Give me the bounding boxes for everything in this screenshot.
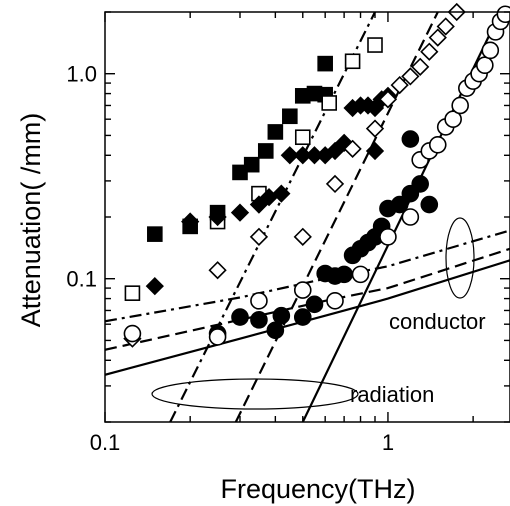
data-point — [476, 56, 494, 75]
data-point — [401, 67, 420, 86]
data-point — [390, 195, 409, 214]
data-point — [401, 208, 420, 226]
data-point — [428, 28, 447, 47]
x-tick-label: 1 — [382, 430, 394, 455]
data-point — [305, 295, 324, 314]
data-point — [249, 227, 269, 246]
data-point — [367, 37, 383, 53]
conductor-curve-dash-dot — [105, 229, 510, 323]
data-point — [280, 146, 299, 165]
data-point — [208, 207, 227, 227]
data-point — [272, 306, 291, 325]
data-point — [272, 184, 291, 203]
y-axis-label: Attenuation( /mm) — [16, 113, 46, 328]
data-point — [293, 281, 312, 299]
curves-layer — [105, 12, 510, 422]
data-point — [420, 42, 439, 61]
data-point — [231, 308, 249, 326]
data-point — [428, 136, 447, 154]
data-point — [496, 5, 510, 24]
data-point — [208, 328, 227, 346]
x-axis-label: Frequency(THz) — [220, 474, 415, 504]
data-point — [266, 321, 285, 340]
data-point — [335, 265, 353, 284]
data-point — [293, 227, 312, 246]
points-layer — [123, 2, 510, 348]
data-point — [326, 292, 344, 310]
conductor-group-ellipse — [445, 217, 475, 299]
data-point — [401, 130, 420, 148]
data-point — [325, 141, 345, 161]
data-point — [390, 75, 409, 95]
data-point — [250, 311, 268, 329]
plot-frame — [104, 11, 510, 423]
data-point — [411, 175, 429, 193]
data-point — [365, 141, 385, 161]
conductor-curve-solid — [105, 259, 510, 376]
radiation-annotation: radiation — [350, 382, 434, 407]
y-tick-label: 1.0 — [66, 62, 97, 87]
data-point — [282, 108, 298, 125]
data-point — [124, 285, 141, 301]
data-point — [243, 156, 260, 173]
data-point — [411, 57, 430, 76]
data-point — [230, 203, 250, 222]
conductor-annotation: conductor — [389, 309, 486, 334]
data-point — [123, 324, 142, 343]
data-point — [379, 228, 397, 246]
data-point — [365, 119, 385, 138]
series-open-diamond — [123, 2, 466, 348]
data-point — [481, 41, 500, 60]
data-point — [147, 226, 163, 242]
data-point — [208, 261, 227, 280]
data-point — [344, 53, 361, 70]
data-point — [145, 277, 164, 296]
data-point — [267, 124, 284, 140]
data-point — [436, 17, 455, 36]
data-point — [325, 174, 345, 194]
x-tick-label: 0.1 — [90, 430, 121, 455]
data-point — [293, 308, 312, 326]
radiation-curve-dashed — [234, 12, 439, 422]
data-point — [444, 110, 462, 128]
data-point — [321, 95, 338, 111]
y-tick-label: 0.1 — [66, 267, 97, 292]
data-point — [294, 129, 311, 146]
data-point — [343, 139, 362, 158]
data-point — [249, 195, 269, 214]
data-point — [451, 96, 469, 115]
data-point — [351, 265, 370, 284]
conductor-curve-dashed — [105, 247, 510, 351]
series-filled-diamond — [145, 86, 398, 296]
data-point — [420, 195, 439, 214]
data-point — [378, 90, 398, 109]
radiation-curve-dash-dot — [169, 12, 376, 422]
annotation-ellipses — [151, 217, 475, 410]
ticks-layer: 0.1 1 0.1 1.0 — [66, 11, 510, 455]
data-point — [250, 292, 268, 310]
data-point — [181, 212, 200, 231]
series-open-circle — [123, 5, 510, 346]
data-point — [317, 55, 333, 72]
radiation-group-ellipse — [151, 378, 359, 410]
data-point — [257, 143, 274, 159]
